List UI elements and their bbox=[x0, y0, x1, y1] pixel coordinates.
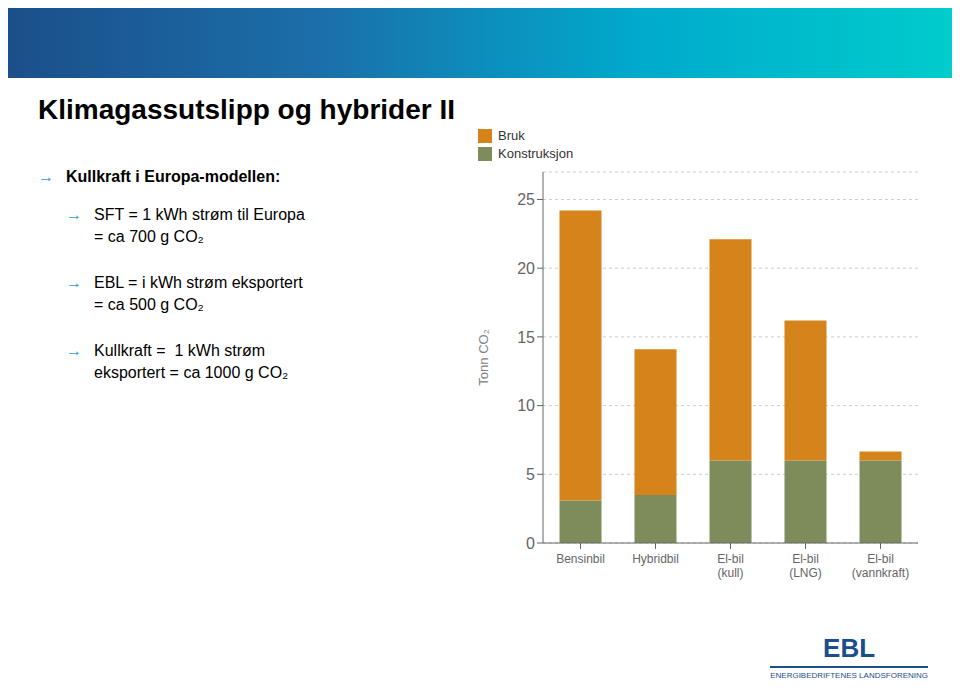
svg-text:El-bil(kull): El-bil(kull) bbox=[717, 552, 744, 580]
svg-text:5: 5 bbox=[526, 466, 535, 483]
html-text:Kullkraft i Europa-modellen:: Kullkraft i Europa-modellen: bbox=[66, 168, 281, 185]
svg-text:Hybridbil: Hybridbil bbox=[632, 552, 679, 566]
svg-text:0: 0 bbox=[526, 535, 535, 552]
html-text:EBL: EBL bbox=[823, 633, 876, 663]
html-text:Kullkraft = 1 kWh strøm: Kullkraft = 1 kWh strøm bbox=[94, 342, 266, 359]
html-text:eksportert = ca 1000 g CO₂: eksportert = ca 1000 g CO₂ bbox=[94, 364, 289, 381]
svg-text:20: 20 bbox=[517, 260, 535, 277]
svg-text:Tonn CO₂: Tonn CO₂ bbox=[476, 329, 491, 385]
html-text:Bruk: Bruk bbox=[498, 128, 525, 143]
html-text:= ca 700 g CO₂: = ca 700 g CO₂ bbox=[94, 228, 204, 245]
svg-text:El-bil(LNG): El-bil(LNG) bbox=[789, 552, 822, 580]
html-text:= ca 500 g CO₂: = ca 500 g CO₂ bbox=[94, 296, 204, 313]
html-text:Konstruksjon: Konstruksjon bbox=[498, 146, 574, 161]
svg-text:10: 10 bbox=[517, 397, 535, 414]
html-text:SFT = 1 kWh strøm til Europa: SFT = 1 kWh strøm til Europa bbox=[94, 206, 305, 223]
svg-text:El-bil(vannkraft): El-bil(vannkraft) bbox=[852, 552, 909, 580]
svg-text:Bensinbil: Bensinbil bbox=[556, 552, 605, 566]
html-text:EBL = i kWh strøm eksportert: EBL = i kWh strøm eksportert bbox=[94, 274, 303, 291]
html-text:Klimagassutslipp og hybrider I: Klimagassutslipp og hybrider II bbox=[38, 94, 455, 125]
svg-text:15: 15 bbox=[517, 329, 535, 346]
svg-text:25: 25 bbox=[517, 191, 535, 208]
html-text:ENERGIBEDRIFTENES LANDSFORENIN: ENERGIBEDRIFTENES LANDSFORENING bbox=[770, 671, 928, 680]
